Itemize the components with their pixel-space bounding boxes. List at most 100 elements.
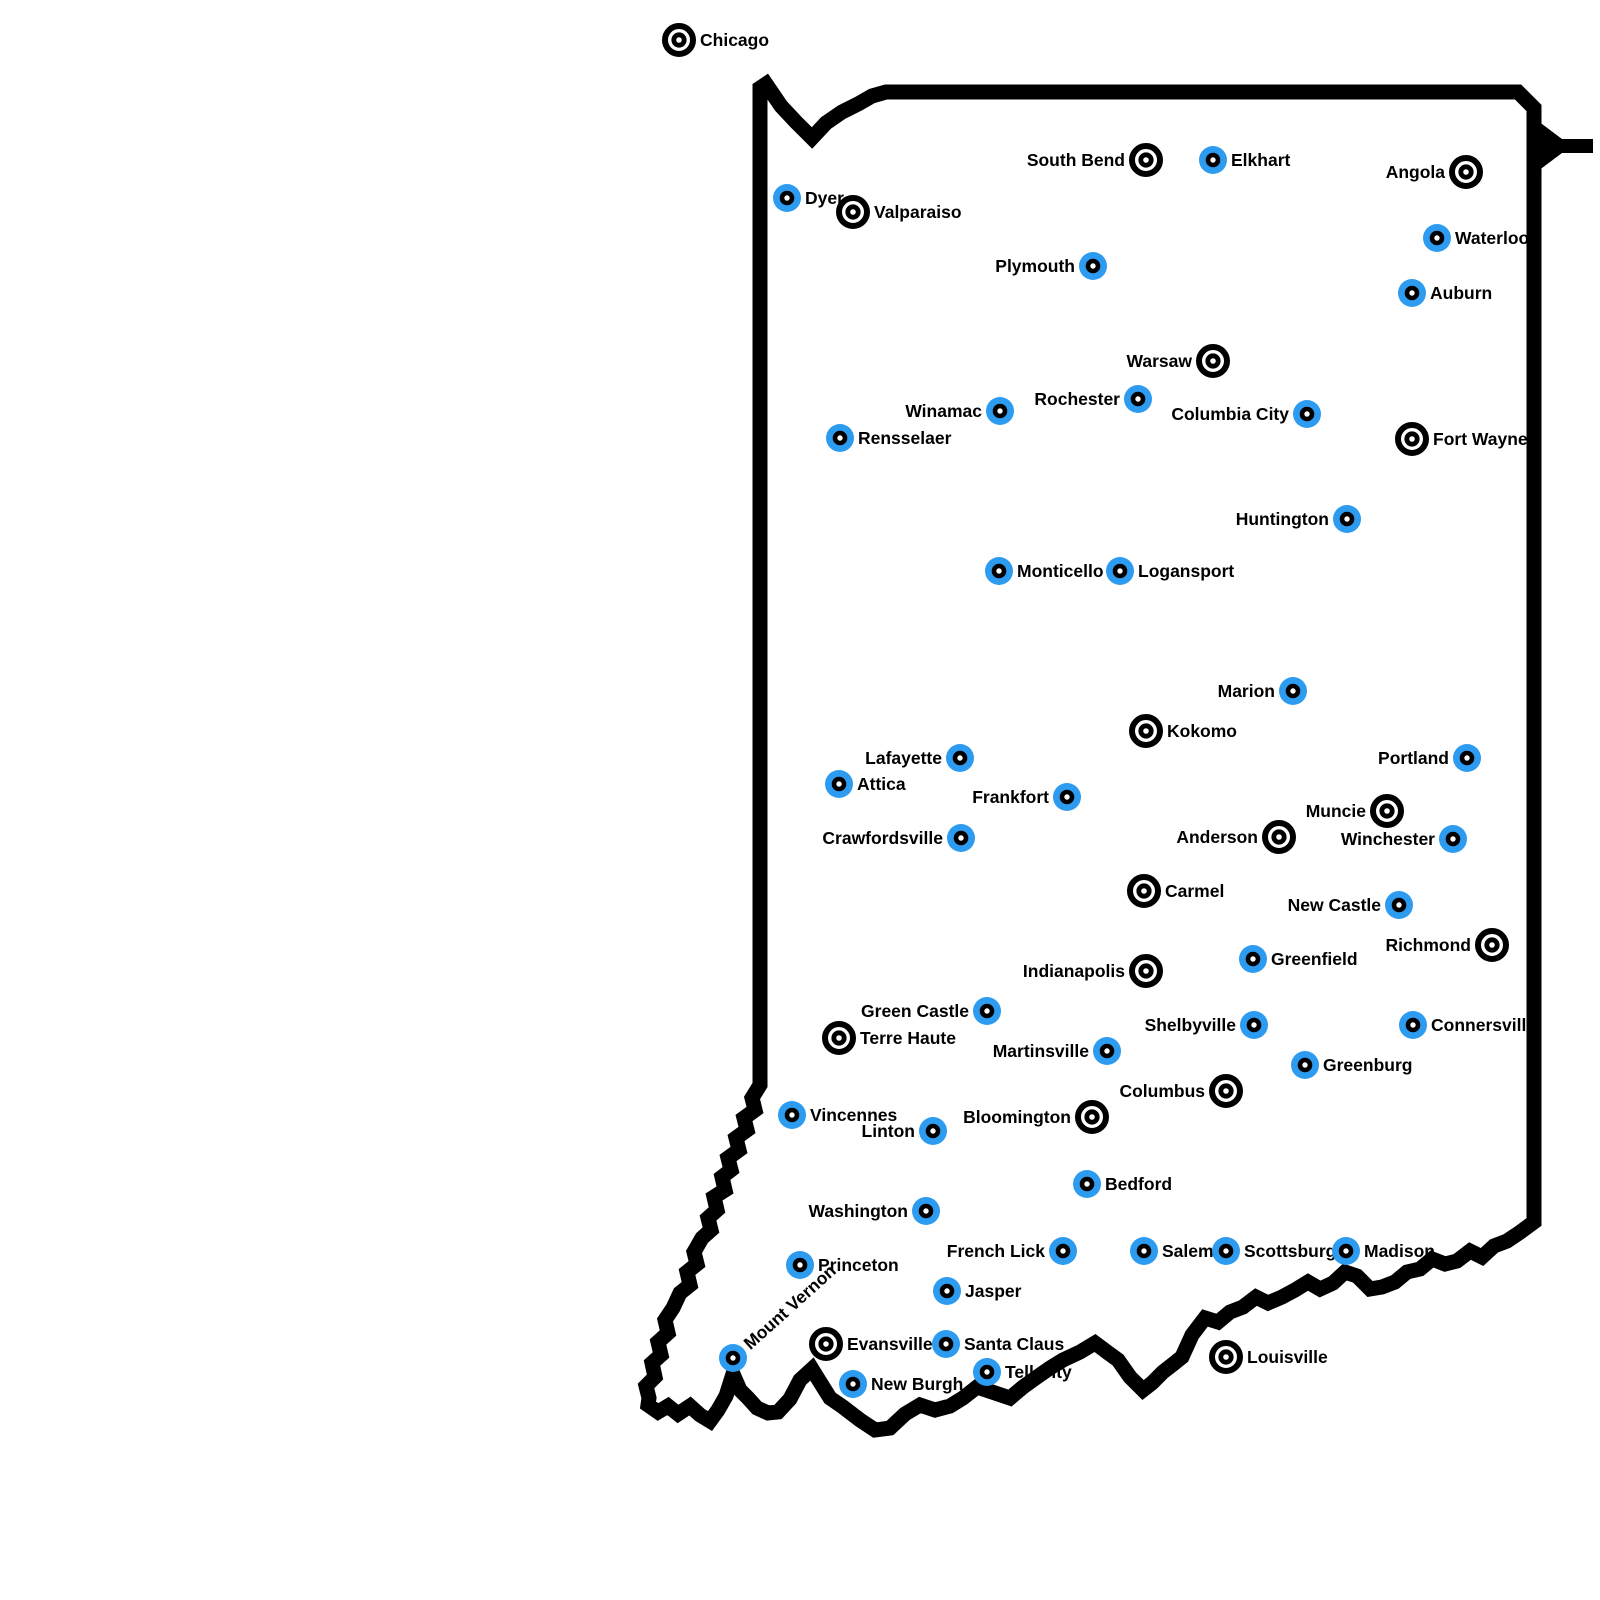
city-marker-crawfordsville[interactable]: Crawfordsville: [822, 824, 975, 852]
city-label-waterloo: Waterloo: [1455, 228, 1529, 248]
marker-inner-ring: [845, 1376, 861, 1392]
city-marker-rochester[interactable]: Rochester: [1034, 385, 1152, 413]
city-marker-bloomington[interactable]: Bloomington: [963, 1100, 1109, 1134]
marker-inner-ring: [1136, 883, 1152, 899]
city-marker-angola[interactable]: Angola: [1386, 155, 1483, 189]
city-label-tell-city: Tell City: [1005, 1362, 1072, 1382]
city-label-columbus: Columbus: [1119, 1081, 1205, 1101]
marker-inner-ring: [1445, 831, 1461, 847]
city-marker-winchester[interactable]: Winchester: [1341, 825, 1467, 853]
city-label-madison: Madison: [1364, 1241, 1435, 1261]
city-marker-kokomo[interactable]: Kokomo: [1129, 714, 1237, 748]
city-marker-elkhart[interactable]: Elkhart: [1199, 146, 1290, 174]
city-label-lafayette: Lafayette: [865, 748, 942, 768]
city-label-green-castle: Green Castle: [861, 1001, 969, 1021]
city-marker-bedford[interactable]: Bedford: [1073, 1170, 1172, 1198]
city-marker-logansport[interactable]: Logansport: [1106, 557, 1234, 585]
city-label-dyer: Dyer: [805, 188, 844, 208]
city-marker-anderson[interactable]: Anderson: [1176, 820, 1296, 854]
city-marker-waterloo[interactable]: Waterloo: [1423, 224, 1529, 252]
marker-inner-ring: [1245, 951, 1261, 967]
city-marker-columbus[interactable]: Columbus: [1119, 1074, 1243, 1108]
city-label-vincennes: Vincennes: [810, 1105, 897, 1125]
city-marker-martinsville[interactable]: Martinsville: [993, 1037, 1121, 1065]
city-label-santa-claus: Santa Claus: [964, 1334, 1064, 1354]
city-marker-rensselaer[interactable]: Rensselaer: [826, 424, 952, 452]
city-marker-new-castle[interactable]: New Castle: [1288, 891, 1413, 919]
city-marker-princeton[interactable]: Princeton: [786, 1251, 899, 1279]
city-label-attica: Attica: [857, 774, 906, 794]
city-marker-attica[interactable]: Attica: [825, 770, 906, 798]
city-marker-terre-haute[interactable]: Terre Haute: [822, 1021, 956, 1055]
city-label-greenfield: Greenfield: [1271, 949, 1358, 969]
city-marker-french-lick[interactable]: French Lick: [947, 1237, 1077, 1265]
marker-inner-ring: [1339, 511, 1355, 527]
city-marker-plymouth[interactable]: Plymouth: [995, 252, 1107, 280]
city-marker-jasper[interactable]: Jasper: [933, 1277, 1022, 1305]
marker-inner-ring: [1404, 285, 1420, 301]
marker-inner-ring: [1079, 1176, 1095, 1192]
marker-inner-ring: [1130, 391, 1146, 407]
city-marker-connersville[interactable]: Connersville: [1399, 1011, 1536, 1039]
city-label-french-lick: French Lick: [947, 1241, 1045, 1261]
marker-inner-ring: [1405, 1017, 1421, 1033]
marker-inner-ring: [1297, 1057, 1313, 1073]
city-marker-chicago[interactable]: Chicago: [662, 23, 769, 57]
city-marker-south-bend[interactable]: South Bend: [1027, 143, 1163, 177]
marker-inner-ring: [1218, 1349, 1234, 1365]
city-marker-marion[interactable]: Marion: [1218, 677, 1307, 705]
city-marker-greenburg[interactable]: Greenburg: [1291, 1051, 1412, 1079]
city-marker-dyer[interactable]: Dyer: [773, 184, 844, 212]
city-marker-columbia-city[interactable]: Columbia City: [1171, 400, 1321, 428]
city-marker-muncie[interactable]: Muncie: [1306, 794, 1404, 828]
city-marker-evansville[interactable]: Evansville: [809, 1327, 933, 1361]
city-marker-madison[interactable]: Madison: [1332, 1237, 1435, 1265]
marker-inner-ring: [1112, 563, 1128, 579]
city-marker-salem[interactable]: Salem: [1130, 1237, 1214, 1265]
city-marker-vincennes[interactable]: Vincennes: [778, 1101, 897, 1129]
city-marker-huntington[interactable]: Huntington: [1236, 505, 1361, 533]
marker-inner-ring: [792, 1257, 808, 1273]
marker-inner-ring: [1084, 1109, 1100, 1125]
marker-inner-ring: [831, 776, 847, 792]
city-label-auburn: Auburn: [1430, 283, 1492, 303]
city-marker-santa-claus[interactable]: Santa Claus: [932, 1330, 1064, 1358]
city-marker-warsaw[interactable]: Warsaw: [1127, 344, 1230, 378]
city-marker-indianapolis[interactable]: Indianapolis: [1023, 954, 1163, 988]
city-label-salem: Salem: [1162, 1241, 1214, 1261]
city-label-richmond: Richmond: [1385, 935, 1471, 955]
city-label-columbia-city: Columbia City: [1171, 404, 1289, 424]
city-marker-lafayette[interactable]: Lafayette: [865, 744, 974, 772]
city-marker-frankfort[interactable]: Frankfort: [972, 783, 1081, 811]
city-marker-washington[interactable]: Washington: [809, 1197, 940, 1225]
city-marker-monticello[interactable]: Monticello: [985, 557, 1104, 585]
city-marker-tell-city[interactable]: Tell City: [973, 1358, 1072, 1386]
marker-inner-ring: [1059, 789, 1075, 805]
city-marker-fort-wayne[interactable]: Fort Wayne: [1395, 422, 1528, 456]
city-marker-richmond[interactable]: Richmond: [1385, 928, 1509, 962]
city-label-princeton: Princeton: [818, 1255, 899, 1275]
city-label-connersville: Connersville: [1431, 1015, 1536, 1035]
city-marker-portland[interactable]: Portland: [1378, 744, 1481, 772]
marker-inner-ring: [784, 1107, 800, 1123]
city-marker-louisville[interactable]: Louisville: [1209, 1340, 1328, 1374]
marker-inner-ring: [979, 1003, 995, 1019]
city-marker-shelbyville[interactable]: Shelbyville: [1145, 1011, 1268, 1039]
city-marker-valparaiso[interactable]: Valparaiso: [836, 195, 962, 229]
city-marker-new-burgh[interactable]: New Burgh: [839, 1370, 963, 1398]
city-marker-carmel[interactable]: Carmel: [1127, 874, 1224, 908]
city-marker-winamac[interactable]: Winamac: [905, 397, 1014, 425]
city-marker-scottsburg[interactable]: Scottsburg: [1212, 1237, 1336, 1265]
marker-inner-ring: [992, 403, 1008, 419]
city-label-shelbyville: Shelbyville: [1145, 1015, 1237, 1035]
city-label-south-bend: South Bend: [1027, 150, 1125, 170]
city-marker-auburn[interactable]: Auburn: [1398, 279, 1492, 307]
city-marker-linton[interactable]: Linton: [862, 1117, 947, 1145]
city-marker-greenfield[interactable]: Greenfield: [1239, 945, 1358, 973]
city-label-portland: Portland: [1378, 748, 1449, 768]
marker-inner-ring: [1379, 803, 1395, 819]
city-label-chicago: Chicago: [700, 30, 769, 50]
marker-inner-ring: [979, 1364, 995, 1380]
city-marker-green-castle[interactable]: Green Castle: [861, 997, 1001, 1025]
